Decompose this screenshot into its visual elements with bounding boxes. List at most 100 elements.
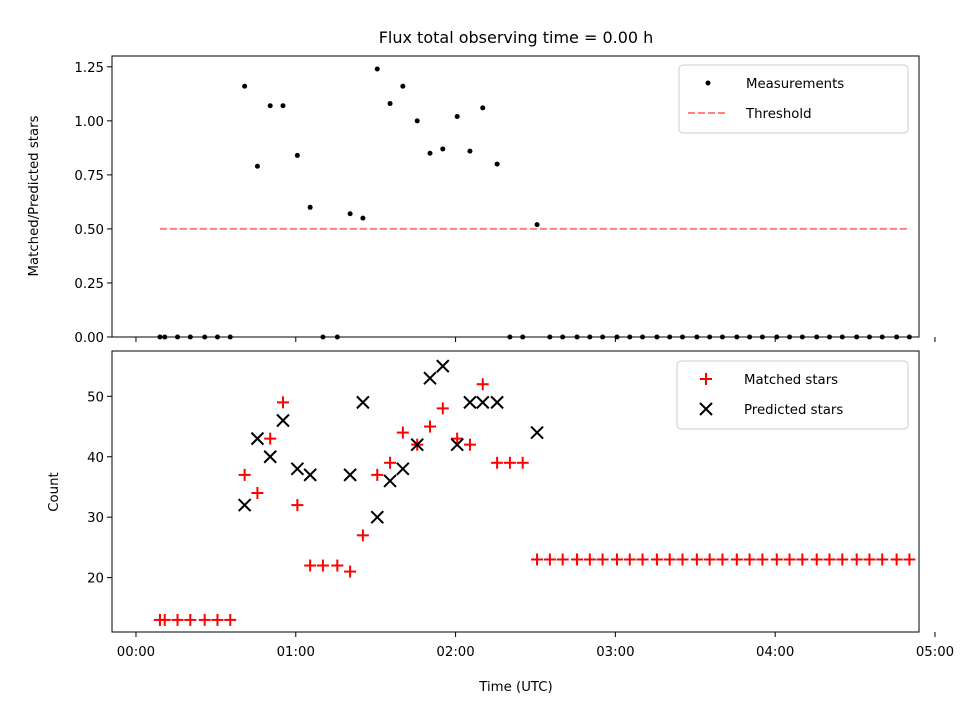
matched-stars-point	[251, 487, 264, 500]
ytick-label: 50	[87, 390, 104, 405]
measurements-point	[414, 118, 420, 124]
matched-stars-point	[356, 529, 369, 542]
top-legend-frame	[678, 64, 909, 134]
matched-stars-point	[516, 456, 529, 469]
matched-stars-point	[890, 553, 903, 566]
matched-stars-point	[476, 378, 489, 391]
ytick-label: 20	[87, 572, 104, 587]
matched-stars-point	[463, 438, 476, 451]
matched-stars-point	[436, 402, 449, 415]
measurements-point	[267, 103, 273, 109]
legend-matched-label: Matched stars	[744, 373, 838, 388]
ytick-label: 40	[87, 451, 104, 466]
bottom-legend-frame	[676, 360, 909, 430]
predicted-stars-point	[250, 431, 265, 446]
matched-stars-point	[211, 613, 224, 626]
matched-stars-point	[451, 432, 464, 445]
matched-stars-point	[743, 553, 756, 566]
predicted-stars-point	[356, 395, 370, 410]
predicted-stars-point	[476, 395, 490, 410]
matched-stars-point	[756, 553, 769, 566]
measurements-point	[294, 152, 300, 158]
matched-stars-point	[690, 553, 703, 566]
matched-stars-point	[770, 553, 783, 566]
predicted-stars-point	[263, 450, 277, 464]
matched-stars-point	[903, 553, 916, 566]
top-panel: 0.00 0.25 0.50 0.75 1.00 1.25 Matched/Predict…	[27, 55, 936, 346]
matched-stars-point	[876, 553, 889, 566]
matched-stars-point	[224, 613, 237, 626]
ytick-label: 1.25	[74, 61, 104, 76]
matched-stars-point	[198, 613, 211, 626]
measurements-point	[467, 148, 473, 154]
matched-stars-point	[238, 468, 251, 481]
matched-stars-point	[424, 420, 437, 433]
bottom-panel-frame	[111, 350, 920, 633]
matched-stars-point	[291, 499, 304, 512]
measurements-point	[534, 222, 540, 228]
predicted-stars-point	[410, 437, 424, 452]
matched-stars-point	[396, 426, 409, 439]
measurements-point	[242, 83, 248, 89]
predicted-stars-point	[303, 468, 317, 482]
legend-predicted-marker	[699, 402, 713, 416]
measurements-point	[440, 146, 446, 152]
matched-stars-point	[610, 553, 623, 566]
predicted-stars-point	[450, 437, 464, 452]
bottom-legend: Matched stars Predicted stars	[676, 360, 909, 430]
matched-stars-point	[276, 396, 289, 409]
measurements-point	[454, 114, 460, 120]
legend-threshold-label: Threshold	[745, 107, 812, 122]
legend-measurements-label: Measurements	[746, 77, 844, 92]
xtick-label: 02:00	[436, 645, 474, 660]
predicted-stars-point	[237, 498, 252, 512]
matched-stars-point	[184, 613, 197, 626]
measurements-point	[480, 105, 486, 111]
matched-stars-point	[531, 553, 544, 566]
predicted-stars-point	[396, 462, 410, 476]
bottom-panel-ylabel: Count	[47, 472, 62, 512]
matched-stars-point	[810, 553, 823, 566]
matched-stars-point	[836, 553, 849, 566]
top-panel-frame	[111, 55, 920, 338]
measurements-point	[427, 150, 433, 156]
matched-stars-point	[316, 559, 329, 572]
matched-stars-point	[650, 553, 663, 566]
legend-matched-marker	[700, 373, 712, 385]
matched-stars-point	[384, 456, 397, 469]
matched-stars-point	[304, 559, 317, 572]
predicted-stars-point	[423, 371, 437, 385]
matched-stars-point	[556, 553, 569, 566]
measurements-point	[494, 161, 500, 167]
matched-stars-point	[583, 553, 596, 566]
ytick-label: 0.00	[74, 331, 104, 346]
measurements-point	[387, 101, 393, 107]
legend-predicted-label: Predicted stars	[744, 403, 843, 418]
matched-stars-point	[331, 559, 344, 572]
predicted-stars-point	[463, 395, 477, 410]
matched-stars-point	[703, 553, 716, 566]
ytick-label: 30	[87, 511, 104, 526]
matched-stars-point	[491, 456, 504, 469]
matched-stars-point	[823, 553, 836, 566]
matched-stars-point	[596, 553, 609, 566]
matched-stars-point	[716, 553, 729, 566]
matched-stars-point	[158, 613, 171, 626]
measurements-point	[307, 204, 313, 210]
predicted-stars-point	[490, 395, 504, 410]
matched-stars-point	[571, 553, 584, 566]
matched-stars-point	[676, 553, 689, 566]
top-legend: Measurements Threshold	[678, 64, 909, 134]
matched-stars-point	[371, 468, 384, 481]
matched-stars-point	[663, 553, 676, 566]
matched-stars-point	[503, 456, 516, 469]
predicted-stars-point	[370, 510, 384, 524]
matched-stars-point	[850, 553, 863, 566]
matched-stars-point	[543, 553, 556, 566]
predicted-stars-point	[343, 468, 357, 482]
xtick-label: 04:00	[756, 645, 794, 660]
xtick-label: 01:00	[277, 645, 315, 660]
matched-stars-point	[796, 553, 809, 566]
